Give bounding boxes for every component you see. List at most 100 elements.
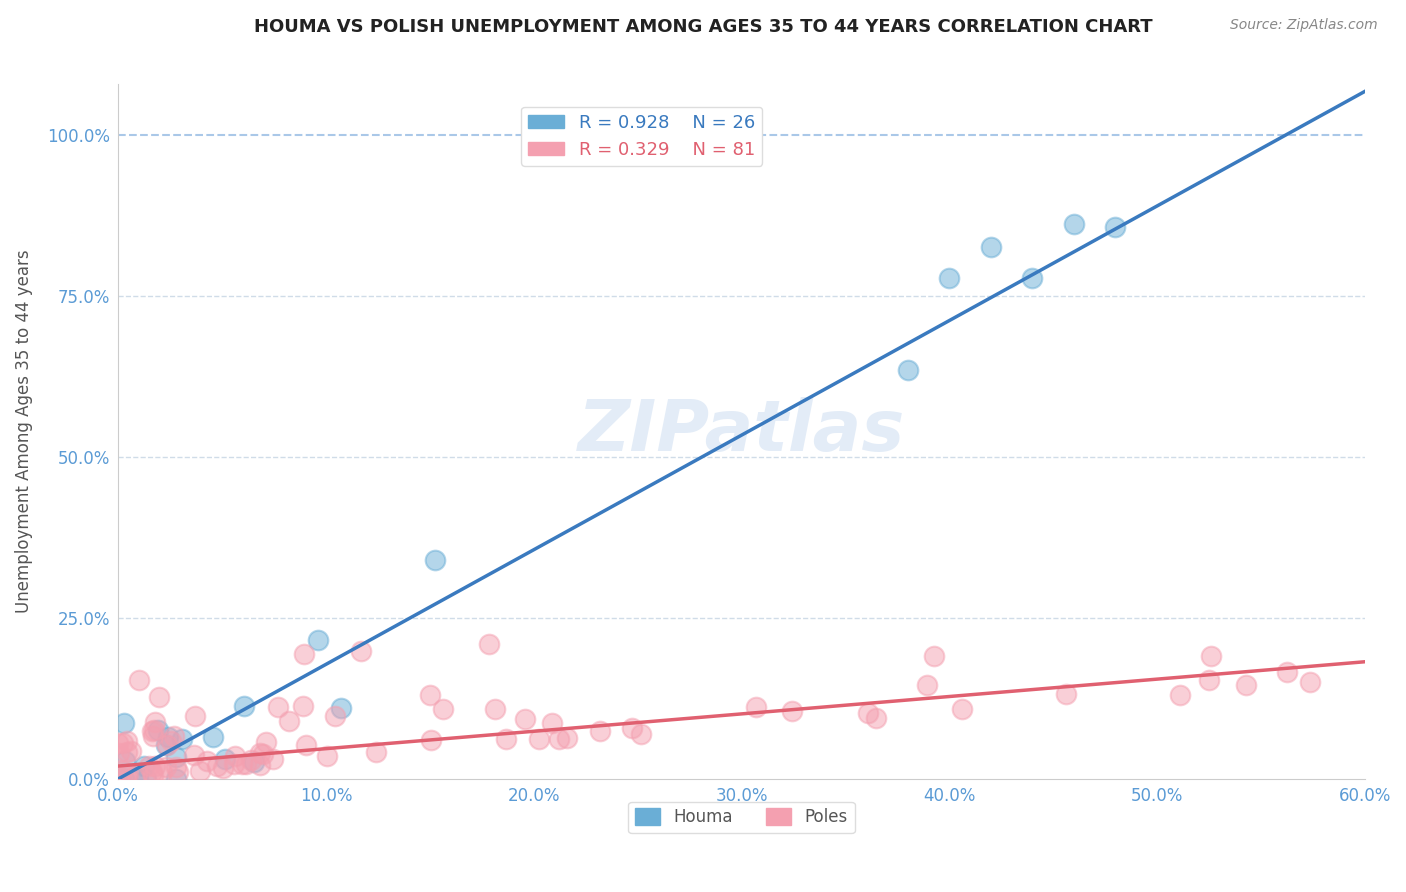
Poles bbox=[950, 702, 973, 716]
Poles bbox=[515, 712, 537, 726]
Poles bbox=[419, 688, 441, 702]
Poles bbox=[323, 709, 346, 723]
Poles bbox=[141, 764, 163, 779]
Poles bbox=[148, 690, 170, 705]
Poles bbox=[141, 723, 163, 738]
Poles bbox=[495, 732, 517, 747]
Houma bbox=[307, 632, 329, 647]
Poles bbox=[224, 749, 246, 764]
Houma bbox=[127, 772, 149, 786]
Houma bbox=[165, 749, 187, 764]
Poles bbox=[484, 701, 506, 715]
Y-axis label: Unemployment Among Ages 35 to 44 years: Unemployment Among Ages 35 to 44 years bbox=[15, 250, 32, 613]
Houma bbox=[172, 732, 194, 747]
Poles bbox=[366, 745, 388, 759]
Houma bbox=[938, 270, 960, 285]
Poles bbox=[111, 736, 134, 750]
Poles bbox=[212, 761, 235, 775]
Poles bbox=[128, 673, 150, 688]
Poles bbox=[527, 732, 550, 747]
Poles bbox=[108, 770, 131, 784]
Poles bbox=[114, 768, 136, 782]
Text: HOUMA VS POLISH UNEMPLOYMENT AMONG AGES 35 TO 44 YEARS CORRELATION CHART: HOUMA VS POLISH UNEMPLOYMENT AMONG AGES … bbox=[253, 18, 1153, 36]
Text: Source: ZipAtlas.com: Source: ZipAtlas.com bbox=[1230, 18, 1378, 32]
Poles bbox=[166, 764, 188, 779]
Poles bbox=[120, 744, 142, 758]
Poles bbox=[254, 735, 277, 749]
Poles bbox=[111, 764, 134, 778]
Poles bbox=[548, 732, 571, 747]
Poles bbox=[856, 706, 879, 720]
Houma bbox=[1104, 220, 1126, 235]
Poles bbox=[278, 714, 301, 728]
Poles bbox=[1234, 678, 1257, 692]
Poles bbox=[188, 764, 211, 779]
Poles bbox=[922, 648, 945, 663]
Poles bbox=[589, 724, 612, 739]
Houma bbox=[329, 701, 352, 715]
Poles bbox=[222, 756, 245, 771]
Poles bbox=[540, 715, 562, 730]
Houma bbox=[242, 756, 264, 770]
Poles bbox=[117, 767, 139, 781]
Poles bbox=[263, 751, 285, 765]
Poles bbox=[267, 699, 290, 714]
Houma bbox=[1021, 270, 1043, 285]
Poles bbox=[183, 709, 205, 723]
Houma bbox=[897, 362, 920, 376]
Poles bbox=[207, 759, 229, 773]
Poles bbox=[478, 637, 501, 651]
Legend: Houma, Poles: Houma, Poles bbox=[628, 802, 855, 833]
Poles bbox=[316, 749, 339, 764]
Poles bbox=[165, 760, 187, 774]
Poles bbox=[249, 758, 271, 772]
Houma bbox=[112, 772, 135, 786]
Houma bbox=[114, 716, 136, 731]
Houma bbox=[980, 240, 1002, 254]
Poles bbox=[108, 747, 131, 761]
Houma bbox=[425, 552, 447, 566]
Poles bbox=[249, 746, 271, 760]
Poles bbox=[1299, 674, 1322, 689]
Houma bbox=[214, 752, 236, 766]
Poles bbox=[630, 727, 652, 741]
Poles bbox=[1198, 673, 1220, 687]
Poles bbox=[152, 764, 174, 779]
Houma bbox=[155, 738, 177, 752]
Poles bbox=[142, 730, 165, 744]
Poles bbox=[350, 644, 373, 658]
Poles bbox=[231, 756, 253, 771]
Poles bbox=[160, 734, 183, 748]
Poles bbox=[865, 711, 887, 725]
Poles bbox=[432, 702, 454, 716]
Poles bbox=[1054, 687, 1077, 701]
Poles bbox=[155, 759, 177, 773]
Houma bbox=[134, 758, 156, 772]
Poles bbox=[294, 648, 316, 662]
Poles bbox=[1275, 665, 1298, 680]
Poles bbox=[115, 733, 138, 747]
Poles bbox=[1168, 688, 1191, 702]
Houma bbox=[1063, 217, 1085, 231]
Houma bbox=[157, 731, 180, 745]
Poles bbox=[419, 732, 441, 747]
Houma bbox=[233, 698, 256, 713]
Poles bbox=[291, 698, 314, 713]
Poles bbox=[143, 759, 166, 773]
Houma bbox=[165, 772, 187, 786]
Poles bbox=[745, 699, 768, 714]
Poles bbox=[162, 729, 184, 743]
Poles bbox=[125, 767, 148, 781]
Poles bbox=[115, 744, 138, 758]
Houma bbox=[114, 754, 136, 768]
Houma bbox=[201, 730, 224, 744]
Poles bbox=[142, 769, 165, 783]
Poles bbox=[143, 714, 166, 729]
Houma bbox=[146, 723, 169, 737]
Text: ZIPatlas: ZIPatlas bbox=[578, 397, 905, 466]
Poles bbox=[294, 738, 316, 752]
Poles bbox=[780, 704, 803, 718]
Poles bbox=[555, 731, 578, 745]
Houma bbox=[110, 772, 132, 786]
Poles bbox=[621, 722, 644, 736]
